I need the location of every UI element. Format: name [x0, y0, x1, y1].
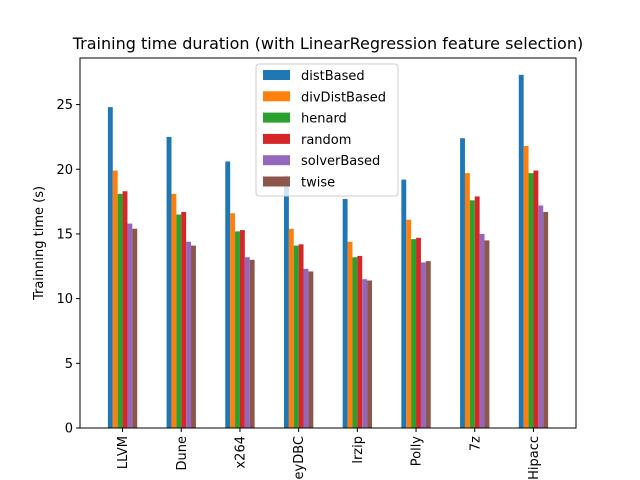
bar-henard-LLVM: [117, 193, 123, 428]
bar-twise-Polly: [425, 261, 431, 428]
bar-henard-BerkeleyDBC: [293, 245, 299, 428]
bar-random-lrzip: [357, 255, 363, 428]
chart-title: Training time duration (with LinearRegre…: [72, 34, 583, 53]
legend-swatch-solverBased: [263, 155, 290, 166]
legend-items: distBased divDistBased henard random solverB…: [263, 69, 386, 191]
bar-solverBased-BerkeleyDBC: [303, 268, 309, 428]
x-tick-label-x264: x264: [233, 436, 248, 469]
bar-henard-Dune: [176, 214, 182, 428]
y-axis-label: Trainning time (s): [32, 186, 47, 301]
bar-random-Polly: [416, 237, 421, 428]
legend-swatch-twise: [263, 176, 290, 187]
bar-distBased-BerkeleyDBC: [283, 175, 289, 428]
x-axis-ticks: LLVM Dune x264 BerkeleyDBC lrzip Polly 7z Hipac…: [116, 428, 542, 480]
legend-label-solverBased: solverBased: [301, 154, 380, 169]
plot-frame: [79, 57, 577, 429]
y-tick-label: 5: [65, 357, 73, 372]
y-tick-label: 20: [56, 163, 73, 178]
y-tick-label: 10: [56, 292, 73, 307]
bar-random-LLVM: [122, 191, 128, 428]
x-tick-label-lrzip: lrzip: [351, 436, 366, 464]
bar-solverBased-Dune: [186, 241, 192, 428]
x-tick-label-LLVM: LLVM: [116, 436, 131, 469]
legend-box: [255, 63, 399, 197]
bar-solverBased-LLVM: [127, 223, 133, 428]
legend-swatch-henard: [263, 112, 290, 123]
bar-solverBased-7z: [479, 233, 485, 428]
bar-random-7z: [474, 196, 480, 428]
bar-distBased-Polly: [401, 179, 407, 428]
bar-distBased-x264: [225, 161, 231, 428]
bar-twise-Dune: [191, 245, 196, 428]
bar-twise-LLVM: [132, 228, 138, 428]
x-tick-label-BerkeleyDBC: BerkeleyDBC: [292, 436, 307, 480]
bar-henard-x264: [235, 231, 240, 428]
bar-henard-lrzip: [352, 257, 358, 428]
bar-random-x264: [239, 230, 245, 428]
bar-divDistBased-7z: [464, 173, 470, 428]
bar-henard-Hipacc: [528, 173, 534, 428]
bar-solverBased-lrzip: [362, 279, 368, 428]
bar-twise-x264: [249, 259, 255, 428]
legend-label-henard: henard: [301, 112, 347, 127]
y-axis-ticks: 0 5 10 15 20 25: [56, 98, 80, 437]
bar-twise-Hipacc: [543, 211, 549, 428]
bar-divDistBased-Hipacc: [523, 145, 529, 428]
y-tick-label: 25: [56, 98, 73, 113]
legend: distBased divDistBased henard random solverB…: [255, 63, 399, 197]
legend-swatch-distBased: [263, 70, 290, 80]
bar-random-Hipacc: [533, 170, 539, 429]
bar-solverBased-x264: [244, 257, 250, 428]
bar-random-Dune: [181, 211, 187, 428]
bar-divDistBased-Dune: [171, 193, 177, 428]
bar-distBased-Hipacc: [518, 74, 524, 428]
legend-swatch-random: [263, 133, 290, 144]
bar-divDistBased-LLVM: [112, 170, 118, 429]
bar-twise-BerkeleyDBC: [308, 271, 314, 428]
legend-swatch-divDistBased: [263, 91, 290, 102]
bar-divDistBased-lrzip: [347, 241, 353, 428]
x-tick-label-Dune: Dune: [175, 436, 190, 471]
bar-solverBased-Polly: [420, 262, 426, 428]
bar-henard-Polly: [411, 239, 417, 428]
bar-distBased-lrzip: [342, 199, 348, 428]
bars-layer: [107, 74, 549, 429]
legend-label-divDistBased: divDistBased: [301, 90, 386, 105]
bar-divDistBased-Polly: [406, 219, 412, 428]
legend-label-twise: twise: [301, 176, 335, 191]
bar-divDistBased-BerkeleyDBC: [288, 228, 294, 428]
bar-divDistBased-x264: [230, 213, 236, 428]
bar-random-BerkeleyDBC: [298, 244, 304, 428]
y-tick-label: 15: [56, 227, 73, 242]
bar-solverBased-Hipacc: [538, 205, 544, 428]
bar-henard-7z: [469, 200, 475, 428]
legend-label-distBased: distBased: [301, 69, 365, 84]
x-tick-label-Polly: Polly: [410, 436, 425, 467]
x-tick-label-7z: 7z: [468, 436, 483, 451]
x-tick-label-Hipacc: Hipacc: [527, 436, 542, 480]
bar-distBased-7z: [460, 138, 465, 428]
bar-twise-7z: [484, 240, 490, 428]
legend-label-random: random: [301, 133, 351, 148]
y-tick-label: 0: [65, 422, 73, 437]
bar-twise-lrzip: [367, 280, 373, 428]
bar-distBased-Dune: [166, 136, 172, 429]
bar-distBased-LLVM: [107, 107, 113, 428]
